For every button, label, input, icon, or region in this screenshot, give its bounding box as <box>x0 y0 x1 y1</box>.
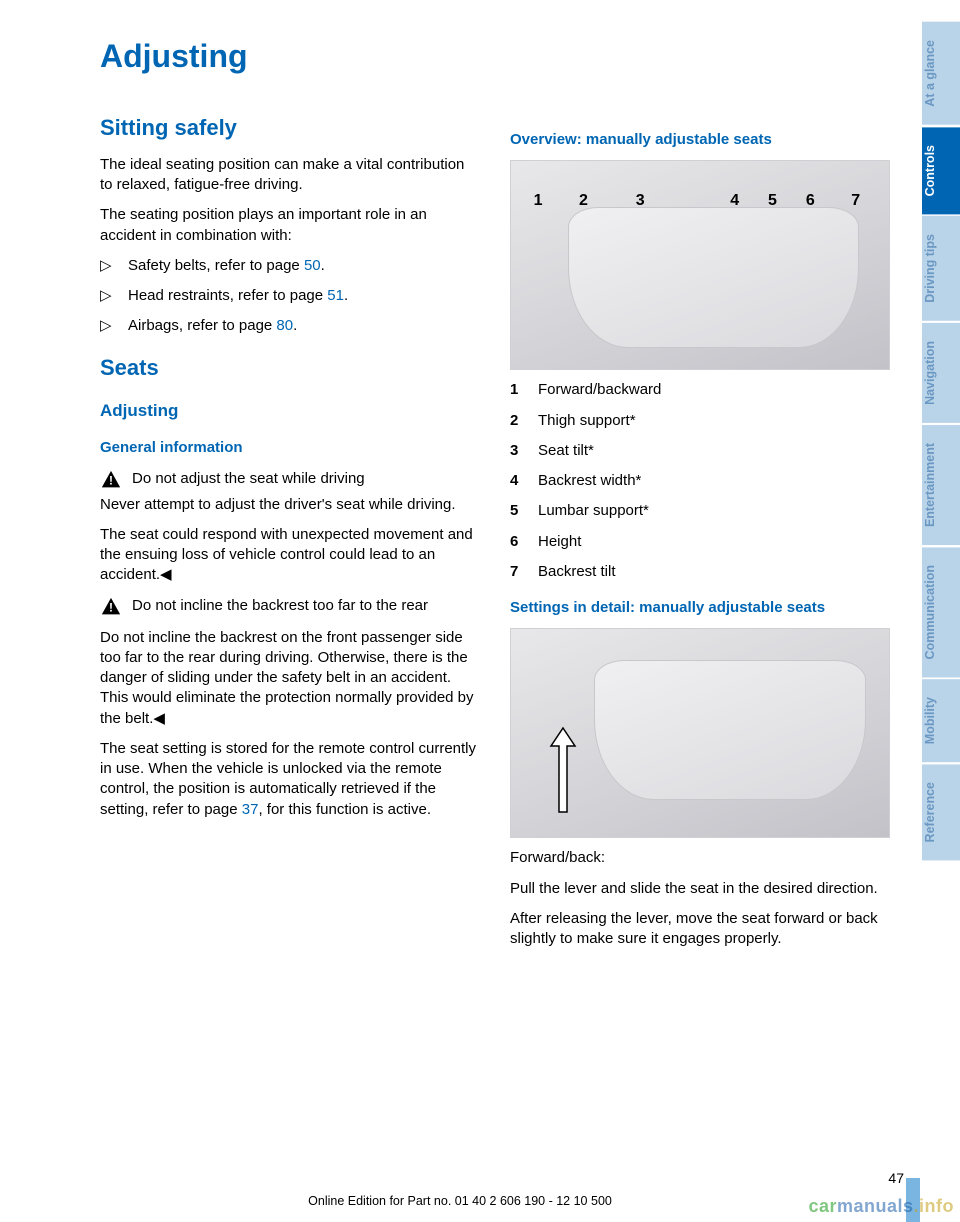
legend-number: 7 <box>510 562 538 582</box>
h2-sitting-safely: Sitting safely <box>100 113 480 143</box>
legend-number: 6 <box>510 532 538 552</box>
warning-1-body-1: Never attempt to adjust the driver's sea… <box>100 495 480 515</box>
legend-number: 5 <box>510 501 538 521</box>
legend-item: 3Seat tilt* <box>510 441 890 461</box>
side-tab[interactable]: Controls <box>922 127 960 214</box>
side-tab[interactable]: Navigation <box>922 323 960 423</box>
warning-icon: ! <box>100 469 122 491</box>
watermark-c: .info <box>914 1196 955 1216</box>
diagram-callout: 6 <box>806 190 815 212</box>
bullet-text: Head restraints, refer to page 51. <box>128 286 348 306</box>
side-tabs: At a glanceControlsDriving tipsNavigatio… <box>922 22 960 861</box>
forward-back-title: Forward/back: <box>510 848 890 868</box>
bullet-item: ▷Head restraints, refer to page 51. <box>100 286 480 306</box>
triangle-bullet-icon: ▷ <box>100 256 128 276</box>
side-tab[interactable]: Driving tips <box>922 216 960 321</box>
detail-diagram <box>510 628 890 838</box>
forward-back-p1: Pull the lever and slide the seat in the… <box>510 879 890 899</box>
diagram-callout: 4 <box>730 190 739 212</box>
legend-text: Thigh support* <box>538 411 636 431</box>
diagram-callout: 3 <box>636 190 645 212</box>
h4-general-info: General information <box>100 438 480 458</box>
h2-seats: Seats <box>100 353 480 383</box>
bullet-text: Airbags, refer to page 80. <box>128 316 297 336</box>
page-ref-link[interactable]: 80 <box>276 317 293 334</box>
safety-bullets: ▷Safety belts, refer to page 50.▷Head re… <box>100 256 480 337</box>
remote-control-para: The seat setting is stored for the remot… <box>100 739 480 820</box>
page-ref-link[interactable]: 37 <box>242 801 259 818</box>
legend-text: Height <box>538 532 581 552</box>
h4-detail: Settings in detail: manually adjustable … <box>510 598 890 618</box>
bullet-item: ▷Safety belts, refer to page 50. <box>100 256 480 276</box>
para-intro-2: The seating position plays an important … <box>100 205 480 246</box>
up-arrow-icon <box>549 726 577 816</box>
diagram-callout: 1 <box>534 190 543 212</box>
svg-text:!: ! <box>109 600 113 614</box>
legend-number: 4 <box>510 471 538 491</box>
legend-text: Lumbar support* <box>538 501 649 521</box>
side-tab[interactable]: Mobility <box>922 679 960 762</box>
warning-icon: ! <box>100 596 122 618</box>
warning-2: ! Do not incline the backrest too far to… <box>100 596 480 618</box>
footer-line: Online Edition for Part no. 01 40 2 606 … <box>0 1193 920 1210</box>
page-title: Adjusting <box>100 35 480 78</box>
legend-text: Seat tilt* <box>538 441 594 461</box>
side-tab[interactable]: Reference <box>922 764 960 860</box>
diagram-callout: 2 <box>579 190 588 212</box>
legend-number: 2 <box>510 411 538 431</box>
side-tab[interactable]: At a glance <box>922 22 960 125</box>
diagram-callout: 5 <box>768 190 777 212</box>
legend-item: 5Lumbar support* <box>510 501 890 521</box>
warning-2-title: Do not incline the backrest too far to t… <box>132 596 428 616</box>
legend-text: Backrest tilt <box>538 562 616 582</box>
warning-1-body-2: The seat could respond with unexpected m… <box>100 525 480 586</box>
triangle-bullet-icon: ▷ <box>100 316 128 336</box>
watermark-a: car <box>808 1196 837 1216</box>
page-ref-link[interactable]: 50 <box>304 257 321 274</box>
warning-2-body: Do not incline the backrest on the front… <box>100 628 480 729</box>
diagram-callout: 7 <box>851 190 860 212</box>
legend-item: 6Height <box>510 532 890 552</box>
triangle-bullet-icon: ▷ <box>100 286 128 306</box>
forward-back-p2: After releasing the lever, move the seat… <box>510 909 890 950</box>
warning-1: ! Do not adjust the seat while driving N… <box>100 469 480 515</box>
h3-adjusting: Adjusting <box>100 400 480 423</box>
svg-text:!: ! <box>109 473 113 487</box>
para-intro-1: The ideal seating position can make a vi… <box>100 155 480 196</box>
overview-diagram: 1 2 3 4 5 6 7 <box>510 160 890 370</box>
warning-1-title: Do not adjust the seat while driving <box>132 469 365 489</box>
legend-text: Backrest width* <box>538 471 641 491</box>
side-tab[interactable]: Entertainment <box>922 425 960 545</box>
legend-number: 3 <box>510 441 538 461</box>
legend-number: 1 <box>510 380 538 400</box>
legend-item: 4Backrest width* <box>510 471 890 491</box>
bullet-item: ▷Airbags, refer to page 80. <box>100 316 480 336</box>
left-column: Adjusting Sitting safely The ideal seati… <box>100 35 480 959</box>
overview-legend: 1Forward/backward2Thigh support*3Seat ti… <box>510 380 890 582</box>
right-column: Overview: manually adjustable seats 1 2 3 4… <box>510 35 890 959</box>
side-tab[interactable]: Communication <box>922 547 960 677</box>
legend-item: 1Forward/backward <box>510 380 890 400</box>
page-number: 47 <box>888 1169 904 1188</box>
h4-overview: Overview: manually adjustable seats <box>510 130 890 150</box>
legend-item: 2Thigh support* <box>510 411 890 431</box>
page-ref-link[interactable]: 51 <box>327 287 344 304</box>
legend-text: Forward/backward <box>538 380 661 400</box>
remote-post: , for this function is active. <box>258 801 431 818</box>
watermark-b: manuals <box>837 1196 914 1216</box>
bullet-text: Safety belts, refer to page 50. <box>128 256 325 276</box>
watermark: carmanuals.info <box>808 1194 954 1218</box>
legend-item: 7Backrest tilt <box>510 562 890 582</box>
